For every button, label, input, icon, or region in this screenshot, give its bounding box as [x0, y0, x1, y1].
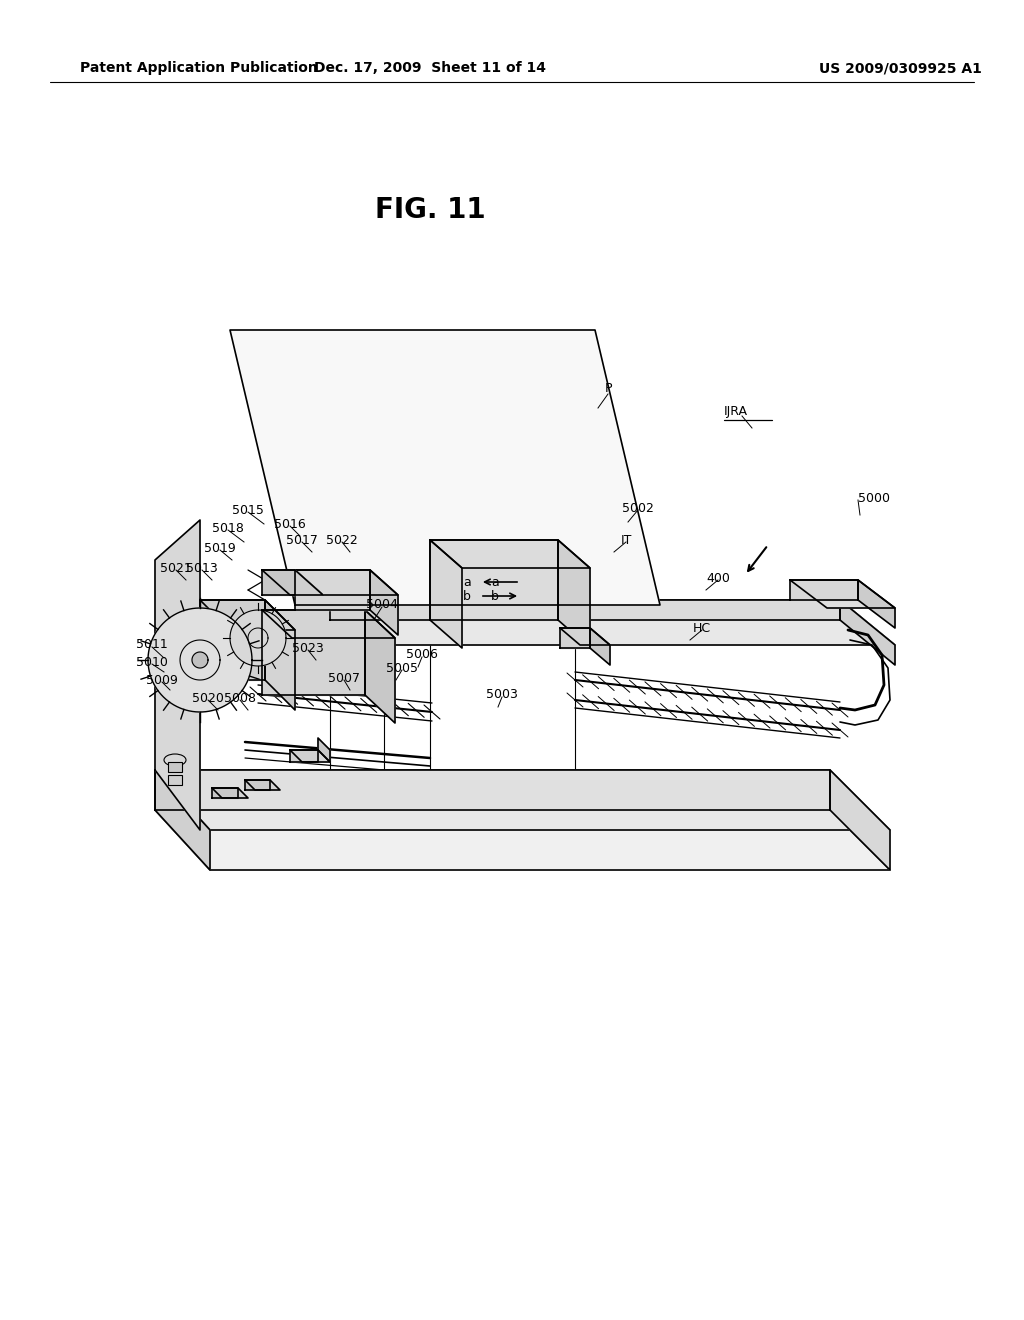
Polygon shape [790, 579, 858, 601]
Ellipse shape [164, 754, 186, 766]
Polygon shape [245, 780, 270, 789]
Text: 5017: 5017 [286, 533, 317, 546]
Text: 5003: 5003 [486, 689, 518, 701]
Text: 5004: 5004 [366, 598, 398, 611]
Polygon shape [212, 788, 238, 799]
Polygon shape [155, 520, 200, 830]
Polygon shape [295, 570, 370, 610]
Text: IJRA: IJRA [724, 405, 748, 418]
Polygon shape [245, 780, 280, 789]
Polygon shape [155, 810, 890, 870]
Text: 5015: 5015 [232, 503, 264, 516]
Polygon shape [318, 738, 330, 762]
Text: 5008: 5008 [224, 692, 256, 705]
Polygon shape [230, 610, 286, 667]
Text: 5013: 5013 [186, 561, 218, 574]
Polygon shape [262, 610, 395, 638]
Bar [168, 775, 182, 785]
Text: 400: 400 [707, 572, 730, 585]
Polygon shape [560, 628, 590, 648]
Text: P: P [604, 381, 611, 395]
Polygon shape [295, 570, 398, 595]
Text: 5018: 5018 [212, 521, 244, 535]
Text: b: b [463, 590, 471, 602]
Text: HC: HC [693, 622, 711, 635]
Polygon shape [858, 579, 895, 628]
Polygon shape [790, 579, 895, 609]
Text: 5022: 5022 [326, 533, 357, 546]
Text: 5006: 5006 [407, 648, 438, 661]
Polygon shape [193, 652, 208, 668]
Text: 5010: 5010 [136, 656, 168, 668]
Text: 5009: 5009 [146, 673, 178, 686]
Polygon shape [840, 601, 895, 665]
Polygon shape [290, 750, 330, 762]
Text: FIG. 11: FIG. 11 [375, 195, 485, 224]
Polygon shape [590, 628, 610, 665]
Polygon shape [290, 750, 318, 762]
Text: 5005: 5005 [386, 661, 418, 675]
Polygon shape [330, 601, 895, 645]
Polygon shape [830, 770, 890, 870]
Polygon shape [370, 570, 398, 635]
Text: 5021: 5021 [160, 561, 191, 574]
Polygon shape [200, 601, 265, 680]
Polygon shape [230, 330, 660, 605]
Polygon shape [262, 570, 295, 595]
Text: 5019: 5019 [204, 541, 236, 554]
Text: 5007: 5007 [328, 672, 360, 685]
Polygon shape [430, 540, 590, 568]
Polygon shape [558, 540, 590, 648]
Polygon shape [155, 770, 830, 810]
Polygon shape [148, 609, 252, 711]
Polygon shape [155, 770, 890, 830]
Text: a: a [492, 576, 499, 589]
Polygon shape [330, 601, 840, 620]
Polygon shape [262, 610, 365, 696]
Bar [168, 762, 182, 772]
Polygon shape [212, 788, 248, 799]
Text: b: b [492, 590, 499, 602]
Text: 5016: 5016 [274, 517, 306, 531]
Polygon shape [155, 770, 210, 870]
Text: 5002: 5002 [622, 502, 654, 515]
Polygon shape [560, 628, 610, 645]
Polygon shape [430, 540, 558, 620]
Polygon shape [365, 610, 395, 723]
Polygon shape [265, 601, 295, 710]
Text: a: a [463, 576, 471, 589]
Text: 5011: 5011 [136, 639, 168, 652]
Text: IT: IT [621, 533, 632, 546]
Text: Dec. 17, 2009  Sheet 11 of 14: Dec. 17, 2009 Sheet 11 of 14 [314, 61, 546, 75]
Text: 5023: 5023 [292, 642, 324, 655]
Text: 5000: 5000 [858, 491, 890, 504]
Polygon shape [262, 570, 323, 595]
Text: US 2009/0309925 A1: US 2009/0309925 A1 [818, 61, 981, 75]
Polygon shape [200, 601, 295, 630]
Text: 5020: 5020 [193, 692, 224, 705]
Polygon shape [430, 540, 462, 648]
Text: Patent Application Publication: Patent Application Publication [80, 61, 317, 75]
